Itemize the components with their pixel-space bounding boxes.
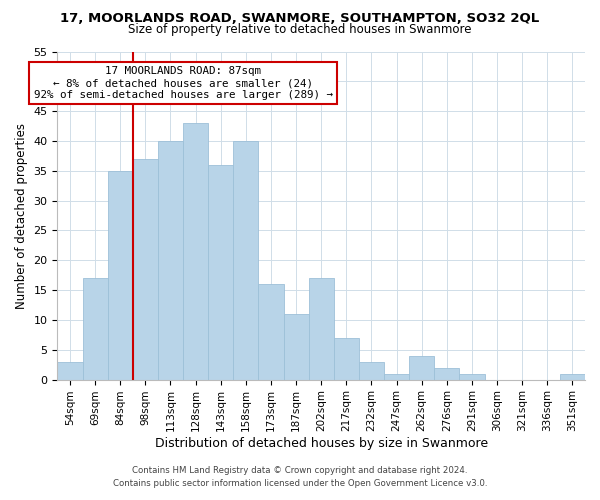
Bar (359, 362, 384, 380)
Bar (460, 374, 485, 380)
Bar (83, 278, 107, 380)
Bar (334, 338, 359, 380)
Text: Contains HM Land Registry data © Crown copyright and database right 2024.
Contai: Contains HM Land Registry data © Crown c… (113, 466, 487, 487)
Bar (560, 374, 585, 380)
Text: Size of property relative to detached houses in Swanmore: Size of property relative to detached ho… (128, 22, 472, 36)
Bar (158, 141, 183, 380)
Bar (434, 368, 460, 380)
Bar (183, 123, 208, 380)
X-axis label: Distribution of detached houses by size in Swanmore: Distribution of detached houses by size … (155, 437, 488, 450)
Bar (384, 374, 409, 380)
Bar (259, 284, 284, 380)
Bar (284, 314, 308, 380)
Bar (208, 165, 233, 380)
Bar (308, 278, 334, 380)
Bar (409, 356, 434, 380)
Bar (107, 171, 133, 380)
Text: 17 MOORLANDS ROAD: 87sqm
← 8% of detached houses are smaller (24)
92% of semi-de: 17 MOORLANDS ROAD: 87sqm ← 8% of detache… (34, 66, 332, 100)
Bar (133, 159, 158, 380)
Bar (233, 141, 259, 380)
Bar (58, 362, 83, 380)
Y-axis label: Number of detached properties: Number of detached properties (15, 122, 28, 308)
Text: 17, MOORLANDS ROAD, SWANMORE, SOUTHAMPTON, SO32 2QL: 17, MOORLANDS ROAD, SWANMORE, SOUTHAMPTO… (61, 12, 539, 26)
